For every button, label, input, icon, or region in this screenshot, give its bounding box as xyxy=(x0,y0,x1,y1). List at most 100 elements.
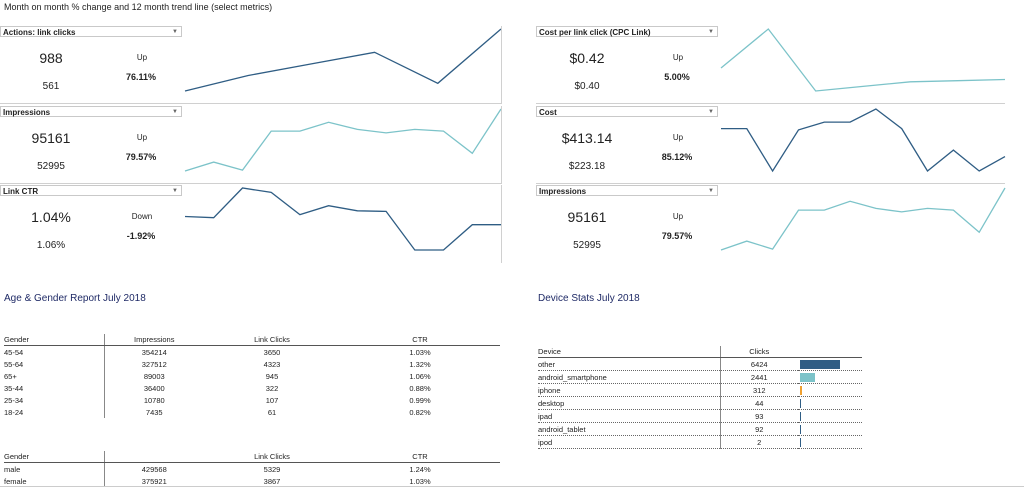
previous-value: 52995 xyxy=(573,240,601,251)
column-header-ctr[interactable]: CTR xyxy=(340,451,500,463)
trend-line xyxy=(184,108,502,172)
table-row[interactable]: iphone 312 xyxy=(538,383,862,397)
cell-device: ipod xyxy=(538,435,721,449)
chevron-down-icon[interactable]: ▼ xyxy=(172,109,178,115)
clicks-bar xyxy=(800,359,840,369)
change-direction: Down xyxy=(131,212,153,221)
trend-line xyxy=(184,28,502,92)
cell-impressions: 7435 xyxy=(145,407,163,417)
page-title: Month on month % change and 12 month tre… xyxy=(4,2,273,12)
age-gender-table: Gender Impressions Link Clicks CTR 45-54… xyxy=(4,334,500,418)
cell-clicks: 93 xyxy=(720,409,798,423)
metric-select-label: Cost per link click (CPC Link) xyxy=(539,28,651,37)
metric-panel: Cost per link click (CPC Link) ▼ $0.42 $0.4… xyxy=(536,26,1006,104)
current-value: $413.14 xyxy=(561,130,613,146)
cell-device: ipad xyxy=(538,409,721,423)
cell-link-clicks: 322 xyxy=(265,383,279,393)
change-direction: Up xyxy=(136,53,148,62)
cell-clicks: 2 xyxy=(720,435,798,449)
cell-ctr: 1.03% xyxy=(409,476,431,486)
clicks-bar xyxy=(800,372,816,382)
cell-device: android_tablet xyxy=(538,422,721,436)
chevron-down-icon[interactable]: ▼ xyxy=(708,29,714,35)
trend-line xyxy=(720,28,1006,92)
metric-select-label: Actions: link clicks xyxy=(3,28,76,37)
cell-gender: 65+ xyxy=(4,370,105,382)
current-value: 95161 xyxy=(567,209,607,225)
clicks-bar xyxy=(800,424,801,434)
column-header-link-clicks[interactable]: Link Clicks xyxy=(204,334,340,346)
column-header-impressions[interactable]: Impressions xyxy=(104,334,204,346)
chevron-down-icon[interactable]: ▼ xyxy=(708,109,714,115)
column-header-gender[interactable]: Gender xyxy=(4,451,105,463)
table-header-row: Gender Impressions Link Clicks CTR xyxy=(4,334,500,346)
table-row[interactable]: ipod 2 xyxy=(538,435,862,449)
panel-divider xyxy=(501,185,502,263)
column-header-clicks[interactable]: Clicks xyxy=(720,346,798,358)
metric-select[interactable]: Impressions ▼ xyxy=(0,106,182,117)
table-row[interactable]: android_smartphone 2441 xyxy=(538,370,862,384)
cell-impressions: 327512 xyxy=(141,359,167,369)
cell-ctr: 0.82% xyxy=(409,407,431,417)
table-header-row: Device Clicks xyxy=(538,346,862,358)
cell-bar xyxy=(798,357,862,371)
cell-gender: 18-24 xyxy=(4,406,105,418)
table-row[interactable]: ipad 93 xyxy=(538,409,862,423)
metric-select[interactable]: Cost per link click (CPC Link) ▼ xyxy=(536,26,718,37)
metric-select-label: Impressions xyxy=(539,187,587,196)
clicks-bar xyxy=(800,437,801,447)
table-row[interactable]: 18-24 7435 61 0.82% xyxy=(4,406,500,418)
cell-ctr: 1.24% xyxy=(409,464,431,474)
table-row[interactable]: 35-44 36400 322 0.88% xyxy=(4,382,500,394)
metric-panel: Impressions ▼ 95161 52995 Up 79.57% xyxy=(536,185,1006,263)
current-value: 95161 xyxy=(31,130,71,146)
metric-select[interactable]: Actions: link clicks ▼ xyxy=(0,26,182,37)
gender-table: Gender Link Clicks CTR male 429568 5329 1.2… xyxy=(4,451,500,487)
column-header-link-clicks[interactable]: Link Clicks xyxy=(204,451,340,463)
table-row[interactable]: other 6424 xyxy=(538,357,862,371)
metric-select[interactable]: Impressions ▼ xyxy=(536,185,718,196)
change-percent: -1.92% xyxy=(126,231,156,241)
cell-link-clicks: 5329 xyxy=(263,464,281,474)
column-header-gender[interactable]: Gender xyxy=(4,334,105,346)
table-row[interactable]: 45-54 354214 3650 1.03% xyxy=(4,345,500,358)
table-row[interactable]: male 429568 5329 1.24% xyxy=(4,462,500,475)
metric-select[interactable]: Cost ▼ xyxy=(536,106,718,117)
panel-divider xyxy=(0,183,501,184)
column-header-blank xyxy=(104,451,204,463)
cell-gender: 35-44 xyxy=(4,382,105,394)
change-direction: Up xyxy=(672,133,684,142)
clicks-bar xyxy=(800,398,801,408)
column-header-device[interactable]: Device xyxy=(538,346,721,358)
cell-ctr: 1.32% xyxy=(409,359,431,369)
chevron-down-icon[interactable]: ▼ xyxy=(708,188,714,194)
trend-sparkline xyxy=(720,28,1006,92)
cell-gender: female xyxy=(4,475,105,487)
chevron-down-icon[interactable]: ▼ xyxy=(172,188,178,194)
cell-link-clicks: 945 xyxy=(265,371,279,381)
trend-sparkline xyxy=(184,187,501,251)
table-row[interactable]: female 375921 3867 1.03% xyxy=(4,475,500,487)
change-direction: Up xyxy=(136,133,148,142)
metric-select-label: Link CTR xyxy=(3,187,39,196)
chevron-down-icon[interactable]: ▼ xyxy=(172,29,178,35)
table-row[interactable]: desktop 44 xyxy=(538,396,862,410)
cell-clicks: 92 xyxy=(720,422,798,436)
change-direction: Up xyxy=(672,212,684,221)
column-header-bar xyxy=(798,346,862,358)
cell-ctr: 1.06% xyxy=(409,371,431,381)
table-row[interactable]: 25-34 10780 107 0.99% xyxy=(4,394,500,406)
previous-value: 52995 xyxy=(37,161,65,172)
table-row[interactable]: 65+ 89003 945 1.06% xyxy=(4,370,500,382)
column-header-ctr[interactable]: CTR xyxy=(340,334,500,346)
current-value: 988 xyxy=(39,50,63,66)
table-row[interactable]: android_tablet 92 xyxy=(538,422,862,436)
trend-sparkline xyxy=(184,108,502,172)
device-stats-title: Device Stats July 2018 xyxy=(538,293,640,304)
cell-device: android_smartphone xyxy=(538,370,721,384)
table-row[interactable]: 55-64 327512 4323 1.32% xyxy=(4,358,500,370)
table-header-row: Gender Link Clicks CTR xyxy=(4,451,500,463)
metric-select[interactable]: Link CTR ▼ xyxy=(0,185,182,196)
age-gender-title: Age & Gender Report July 2018 xyxy=(4,293,146,304)
cell-link-clicks: 107 xyxy=(265,395,279,405)
